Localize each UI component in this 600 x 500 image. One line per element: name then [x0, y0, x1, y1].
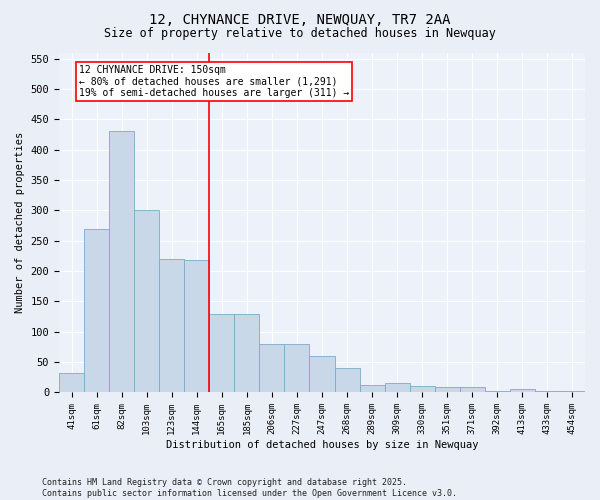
- Bar: [235, 314, 259, 392]
- Bar: [59, 373, 84, 392]
- Bar: [359, 384, 385, 392]
- Bar: [435, 387, 460, 392]
- Bar: [535, 390, 560, 392]
- Bar: [159, 259, 184, 392]
- Bar: [335, 368, 359, 392]
- Bar: [134, 210, 159, 392]
- Bar: [259, 344, 284, 393]
- Text: Contains HM Land Registry data © Crown copyright and database right 2025.
Contai: Contains HM Land Registry data © Crown c…: [42, 478, 457, 498]
- Bar: [109, 132, 134, 392]
- Bar: [485, 390, 510, 392]
- Bar: [184, 260, 209, 392]
- Bar: [284, 344, 310, 393]
- Bar: [209, 314, 235, 392]
- Bar: [460, 387, 485, 392]
- Bar: [385, 384, 410, 392]
- X-axis label: Distribution of detached houses by size in Newquay: Distribution of detached houses by size …: [166, 440, 478, 450]
- Text: 12, CHYNANCE DRIVE, NEWQUAY, TR7 2AA: 12, CHYNANCE DRIVE, NEWQUAY, TR7 2AA: [149, 12, 451, 26]
- Bar: [310, 356, 335, 393]
- Text: Size of property relative to detached houses in Newquay: Size of property relative to detached ho…: [104, 28, 496, 40]
- Bar: [510, 390, 535, 392]
- Y-axis label: Number of detached properties: Number of detached properties: [15, 132, 25, 313]
- Bar: [410, 386, 435, 392]
- Text: 12 CHYNANCE DRIVE: 150sqm
← 80% of detached houses are smaller (1,291)
19% of se: 12 CHYNANCE DRIVE: 150sqm ← 80% of detac…: [79, 64, 349, 98]
- Bar: [84, 228, 109, 392]
